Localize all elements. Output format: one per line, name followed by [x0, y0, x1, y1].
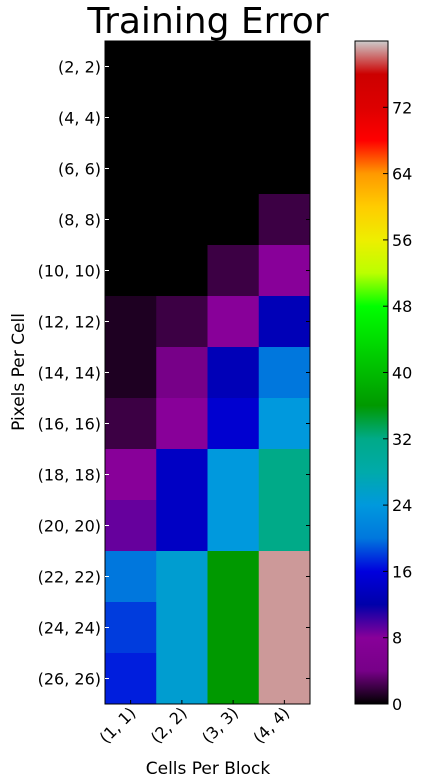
y-tick-label: (20, 20): [38, 517, 101, 536]
heatmap-cell: [207, 194, 260, 246]
heatmap-cell: [105, 194, 157, 246]
heatmap-cell: [258, 449, 311, 501]
heatmap-cell: [258, 602, 311, 654]
heatmap-cell: [207, 296, 260, 348]
heatmap-cell: [105, 296, 157, 348]
heatmap-cell: [156, 551, 208, 603]
y-tick-label: (4, 4): [58, 109, 101, 128]
y-tick-label: (26, 26): [38, 670, 101, 689]
x-tick-label: (4, 4): [249, 703, 293, 747]
heatmap-cell: [207, 92, 260, 144]
heatmap-cell: [156, 653, 208, 705]
axis-ticks: [105, 41, 310, 704]
heatmap-cell: [258, 551, 311, 603]
heatmap-cell: [105, 245, 157, 297]
heatmap-cell: [105, 551, 157, 603]
heatmap-cell: [105, 41, 157, 93]
heatmap-cell: [105, 602, 157, 654]
heatmap-cell: [258, 194, 311, 246]
heatmap-cell: [105, 653, 157, 705]
heatmap-cell: [207, 500, 260, 552]
x-tick-labels: (1, 1) (2, 2) (3, 3) (4, 4): [96, 703, 294, 747]
heatmap-cell: [156, 398, 208, 450]
heatmap-cell: [258, 143, 311, 195]
y-tick-label: (6, 6): [58, 160, 101, 179]
heatmap-cell: [207, 653, 260, 705]
heatmap-cell: [105, 347, 157, 399]
colorbar-tick-label: 72: [392, 98, 412, 117]
heatmap-cell: [258, 500, 311, 552]
y-tick-label: (22, 22): [38, 568, 101, 587]
heatmap-cell: [258, 398, 311, 450]
heatmap-cell: [156, 41, 208, 93]
colorbar-tick-label: 16: [392, 562, 412, 581]
y-tick-label: (12, 12): [38, 313, 101, 332]
heatmap-cell: [156, 347, 208, 399]
heatmap-cell: [207, 449, 260, 501]
heatmap-cell: [156, 500, 208, 552]
colorbar-tick-label: 40: [392, 364, 412, 383]
heatmap-cell: [156, 194, 208, 246]
chart-title: Training Error: [86, 1, 328, 42]
y-tick-label: (14, 14): [38, 364, 101, 383]
y-tick-label: (24, 24): [38, 619, 101, 638]
heatmap-cell: [207, 602, 260, 654]
heatmap-cell: [156, 245, 208, 297]
y-tick-label: (8, 8): [58, 211, 101, 230]
heatmap-cell: [258, 653, 311, 705]
y-tick-labels: (2, 2) (4, 4) (6, 6) (8, 8) (10, 10) (12, 12)…: [38, 58, 101, 689]
colorbar-tick-label: 64: [392, 165, 412, 184]
x-tick-label: (1, 1): [96, 703, 140, 747]
heatmap-cell: [258, 92, 311, 144]
heatmap-cell: [105, 92, 157, 144]
colorbar-tick-label: 48: [392, 297, 412, 316]
heatmap-cell: [207, 398, 260, 450]
heatmap-cell: [258, 41, 311, 93]
y-tick-label: (10, 10): [38, 262, 101, 281]
heatmap-cell: [156, 602, 208, 654]
heatmap-cell: [156, 143, 208, 195]
heatmap-cell: [105, 500, 157, 552]
heatmap-cell: [105, 398, 157, 450]
heatmap-cell: [207, 143, 260, 195]
colorbar-tick-label: 8: [392, 629, 402, 648]
y-tick-label: (16, 16): [38, 415, 101, 434]
heatmap-cell: [207, 41, 260, 93]
heatmap-cell: [105, 449, 157, 501]
heatmap-cell: [258, 296, 311, 348]
colorbar-tick-label: 24: [392, 496, 412, 515]
y-axis-label: Pixels Per Cell: [9, 313, 29, 431]
x-axis-label: Cells Per Block: [146, 759, 271, 779]
heatmap-cell: [207, 551, 260, 603]
x-tick-label: (2, 2): [147, 703, 191, 747]
heatmap-cell: [156, 296, 208, 348]
colorbar-ticks: 0 8 16 24 32 40 48 56 64 72: [383, 98, 412, 714]
heatmap-cell: [258, 347, 311, 399]
x-tick-label: (3, 3): [198, 703, 242, 747]
colorbar-tick-label: 0: [392, 695, 402, 714]
colorbar-tick-label: 32: [392, 430, 412, 449]
y-tick-label: (2, 2): [58, 58, 101, 77]
heatmap-cell: [207, 245, 260, 297]
colorbar-tick-label: 56: [392, 231, 412, 250]
heatmap-cell: [258, 245, 311, 297]
heatmap-cell: [105, 143, 157, 195]
heatmap-cells: [105, 41, 311, 705]
heatmap-cell: [156, 92, 208, 144]
heatmap-cell: [156, 449, 208, 501]
y-tick-label: (18, 18): [38, 466, 101, 485]
heatmap-cell: [207, 347, 260, 399]
